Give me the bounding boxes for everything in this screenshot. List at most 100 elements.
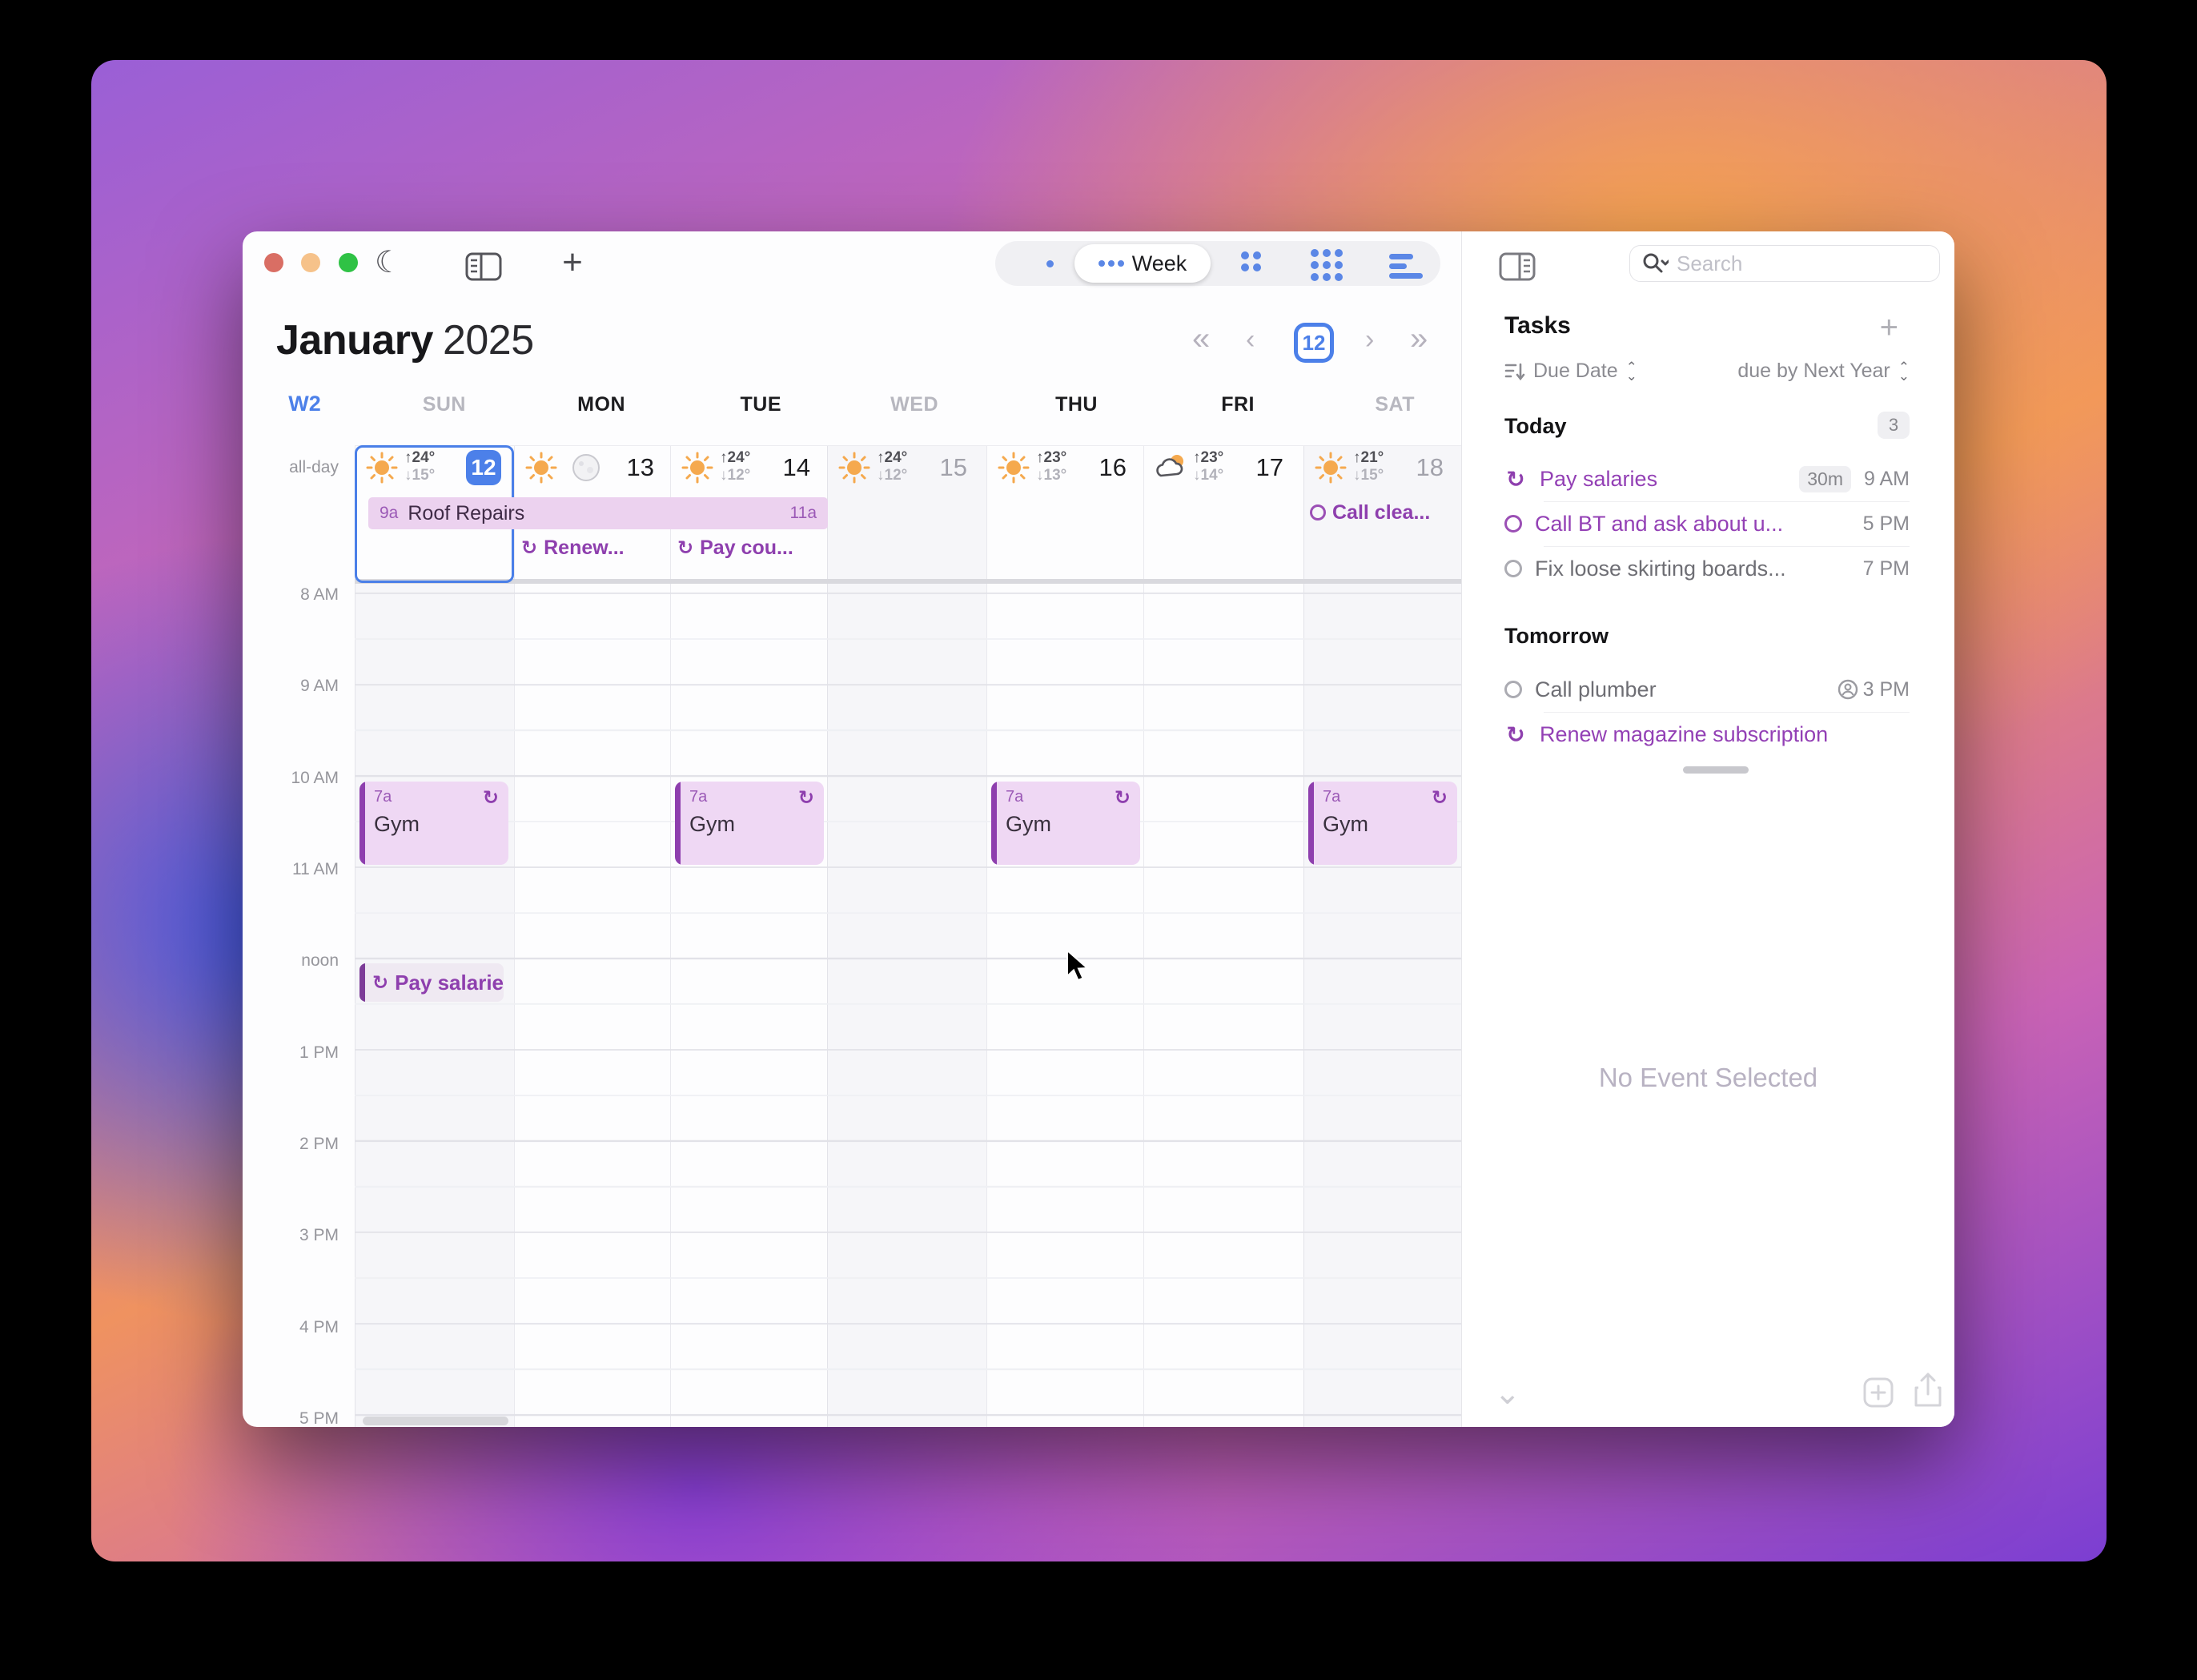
filter-label: due by Next Year <box>1737 360 1890 382</box>
task-time: 7 PM <box>1862 557 1910 580</box>
event-renew[interactable]: ↻ Renew... <box>521 533 669 563</box>
search-icon <box>1641 251 1669 275</box>
sort-label: Due Date <box>1533 360 1618 382</box>
month-view-icon[interactable] <box>1311 249 1343 281</box>
list-view-icon[interactable] <box>1389 254 1426 283</box>
collapse-chevron-icon[interactable]: ⌄ <box>1494 1376 1521 1411</box>
task-time: 5 PM <box>1862 512 1910 535</box>
add-calendar-item-icon[interactable] <box>1861 1375 1896 1410</box>
temp-low: ↓13° <box>1036 467 1067 484</box>
chevron-updown-icon: ⌃ ⌄ <box>1625 359 1637 384</box>
time-label: 9 AM <box>300 677 339 695</box>
full-moon-icon <box>570 452 602 484</box>
repeat-icon: ↻ <box>1114 787 1131 809</box>
day-header-mon: MON <box>577 393 625 416</box>
close-window-button[interactable] <box>264 253 283 272</box>
section-tomorrow: Tomorrow <box>1504 624 1609 648</box>
next-week-button[interactable]: › <box>1365 324 1375 355</box>
event-time: 7a <box>1006 788 1024 806</box>
event-roof-repairs[interactable]: 9a Roof Repairs 11a <box>368 497 828 529</box>
event-gym[interactable]: 7a ↻ Gym <box>359 782 508 865</box>
event-start-time: 9a <box>380 504 399 522</box>
repeat-icon: ↻ <box>797 787 814 809</box>
selected-date-number[interactable]: 12 <box>466 450 501 485</box>
day-cell-tue[interactable]: ↑24° ↓12° 14 <box>670 445 828 490</box>
prev-month-button[interactable]: « <box>1192 321 1211 356</box>
minimize-window-button[interactable] <box>301 253 320 272</box>
sort-by-due-date-dropdown[interactable]: Due Date ⌃ ⌄ <box>1504 360 1637 383</box>
tasks-title: Tasks <box>1504 312 1571 339</box>
day-cell-thu[interactable]: ↑23° ↓13° 16 <box>986 445 1144 490</box>
temp-low: ↓12° <box>720 467 751 484</box>
dark-mode-moon-icon[interactable]: ☾ <box>374 246 403 279</box>
today-count-badge: 3 <box>1878 412 1910 439</box>
temp-low: ↓15° <box>404 467 436 484</box>
hour-grid[interactable] <box>355 584 1461 1427</box>
search-input[interactable] <box>1675 250 1928 277</box>
day-cell-mon[interactable]: 13 <box>514 445 672 490</box>
day-cell-wed[interactable]: ↑24° ↓12° 15 <box>827 445 985 490</box>
right-sidebar: Tasks + Due Date ⌃⌄ due by Next Year ⌃⌄ … <box>1461 231 1954 1427</box>
temp-low: ↓14° <box>1193 467 1224 484</box>
zoom-window-button[interactable] <box>339 253 358 272</box>
repeat-icon[interactable]: ↻ <box>1506 466 1525 492</box>
new-event-button[interactable]: + <box>562 243 583 282</box>
event-pay-salaries[interactable]: ↻ Pay salarie <box>359 963 504 1002</box>
due-filter-dropdown[interactable]: due by Next Year ⌃ ⌄ <box>1737 360 1910 383</box>
task-circle-icon[interactable] <box>1504 560 1522 577</box>
today-badge-button[interactable]: 12 <box>1294 323 1334 363</box>
task-call-bt[interactable]: Call BT and ask about u... 5 PM <box>1504 503 1910 545</box>
week-number: W2 <box>288 392 321 416</box>
multi-week-view-icon[interactable] <box>1241 251 1261 271</box>
event-title: Pay cou... <box>700 536 793 559</box>
sun-icon <box>838 452 870 484</box>
date-number: 14 <box>782 453 810 481</box>
temp-low: ↓12° <box>877 467 908 484</box>
view-switcher: Week <box>995 241 1440 286</box>
search-field[interactable] <box>1629 245 1940 282</box>
add-task-button[interactable]: + <box>1879 310 1898 345</box>
event-call-cleaner[interactable]: Call clea... <box>1310 497 1458 528</box>
event-title: Roof Repairs <box>408 501 525 524</box>
day-cell-fri[interactable]: ↑23° ↓14° 17 <box>1143 445 1301 490</box>
task-circle-icon[interactable] <box>1504 681 1522 698</box>
tab-week-view[interactable]: Week <box>1074 244 1211 283</box>
pane-resize-handle[interactable] <box>1683 766 1749 774</box>
day-view-icon[interactable] <box>1046 260 1054 267</box>
event-gym[interactable]: 7a ↻ Gym <box>1308 782 1457 865</box>
event-gym[interactable]: 7a ↻ Gym <box>991 782 1140 865</box>
date-number: 17 <box>1255 453 1283 481</box>
repeat-icon[interactable]: ↻ <box>1506 721 1525 747</box>
event-title: Gym <box>374 812 420 836</box>
event-gym[interactable]: 7a ↻ Gym <box>675 782 824 865</box>
no-event-selected-text: No Event Selected <box>1598 1063 1818 1092</box>
task-call-plumber[interactable]: Call plumber 3 PM <box>1504 669 1910 710</box>
day-header-wed: WED <box>890 393 938 416</box>
task-title: Fix loose skirting boards... <box>1535 556 1786 581</box>
toggle-right-sidebar-icon[interactable] <box>1497 251 1537 283</box>
time-label: 4 PM <box>299 1318 339 1336</box>
prev-week-button[interactable]: ‹ <box>1246 324 1255 355</box>
task-fix-skirting[interactable]: Fix loose skirting boards... 7 PM <box>1504 548 1910 589</box>
task-circle-icon[interactable] <box>1504 515 1522 533</box>
event-title: Gym <box>689 812 735 836</box>
temp-low: ↓15° <box>1353 467 1384 484</box>
sort-icon <box>1504 363 1525 380</box>
day-cell-sat[interactable]: ↑21° ↓15° 18 <box>1303 445 1461 490</box>
month-label: January <box>276 317 433 364</box>
time-label: 10 AM <box>291 769 339 787</box>
calendar-window: ☾ + Week January 2025 <box>243 231 1954 1427</box>
next-month-button[interactable]: » <box>1410 321 1428 356</box>
sun-icon <box>1315 452 1347 484</box>
event-title: Renew... <box>544 536 625 559</box>
mouse-cursor <box>1065 950 1092 985</box>
event-pay-council[interactable]: ↻ Pay cou... <box>677 533 825 563</box>
toggle-left-sidebar-icon[interactable] <box>464 251 504 283</box>
task-pay-salaries[interactable]: ↻ Pay salaries 30m 9 AM <box>1504 458 1910 500</box>
sun-icon <box>998 452 1030 484</box>
section-today: Today <box>1504 414 1567 438</box>
task-renew-magazine[interactable]: ↻ Renew magazine subscription <box>1504 713 1910 755</box>
share-icon[interactable] <box>1910 1372 1946 1410</box>
day-cell-sun[interactable]: ↑24° ↓15° 12 <box>355 445 512 490</box>
repeat-icon: ↻ <box>1431 787 1448 809</box>
